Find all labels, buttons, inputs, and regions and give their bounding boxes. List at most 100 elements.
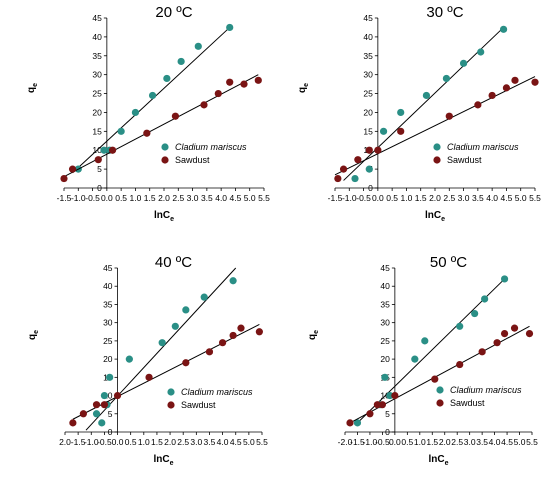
x-tick-label: 5.5: [258, 193, 270, 203]
x-tick-label: 3.5: [472, 193, 484, 203]
data-point: [171, 322, 179, 330]
y-axis-label: qe: [27, 330, 40, 340]
y-tick-label: 30: [380, 318, 390, 328]
y-tick-label: 40: [92, 32, 102, 42]
x-tick-label: 1.0: [414, 437, 426, 447]
data-point: [379, 127, 388, 135]
chart-title: 40 ºC: [155, 254, 192, 271]
legend-label: Cladium mariscus: [450, 385, 522, 395]
data-point: [353, 419, 362, 427]
y-tick-label: 20: [380, 354, 390, 364]
x-tick-label: -1.0: [342, 193, 357, 203]
data-point: [493, 339, 501, 347]
legend-marker: [433, 156, 441, 164]
y-tick-label: 40: [363, 32, 373, 42]
data-point: [68, 165, 77, 173]
fit-line: [334, 76, 536, 176]
legend-marker: [167, 401, 175, 409]
data-point: [182, 306, 190, 314]
x-tick-label: -0.5: [97, 437, 112, 447]
data-point: [511, 76, 519, 84]
x-tick-label: 4.5: [501, 437, 513, 447]
data-point: [510, 324, 519, 332]
data-point: [459, 59, 468, 67]
data-point: [158, 339, 166, 347]
x-tick-label: 5.5: [526, 437, 538, 447]
x-tick-label: 2.0: [439, 437, 451, 447]
data-point: [255, 328, 263, 336]
data-point: [339, 165, 348, 173]
y-tick-label: 35: [103, 299, 113, 309]
x-tick-label: -1.5: [328, 193, 343, 203]
data-point: [106, 373, 114, 381]
fit-line: [357, 278, 505, 424]
x-tick-label: 2.0: [59, 437, 71, 447]
y-tick-label: 0: [385, 427, 390, 437]
y-tick-label: 25: [92, 89, 102, 99]
legend-marker: [433, 143, 441, 151]
chart-title: 50 ºC: [430, 254, 467, 271]
chart-title: 30 ºC: [426, 4, 463, 21]
x-tick-label: 3.0: [190, 437, 202, 447]
legend-label: Sawdust: [447, 155, 482, 165]
data-point: [100, 391, 108, 400]
x-tick-label: 0.0: [101, 193, 113, 203]
data-point: [171, 112, 180, 120]
data-point: [131, 108, 140, 117]
y-tick-label: 20: [103, 354, 113, 364]
legend-label: Sawdust: [181, 400, 216, 410]
x-tick-label: -1.5: [71, 437, 86, 447]
data-point: [381, 373, 389, 381]
y-tick-label: 5: [97, 164, 102, 174]
data-point: [125, 355, 133, 363]
x-tick-label: 2.5: [451, 437, 463, 447]
data-point: [145, 373, 153, 381]
data-point: [531, 78, 539, 86]
legend-marker: [436, 386, 444, 394]
data-point: [431, 375, 439, 383]
x-tick-label: 0.5: [115, 193, 127, 203]
fit-line: [343, 27, 504, 181]
data-point: [386, 391, 394, 400]
x-tick-label: 2.5: [443, 193, 455, 203]
x-tick-label: 5.5: [256, 437, 268, 447]
data-point: [346, 419, 354, 427]
x-axis-label: lnCe: [428, 454, 448, 467]
data-point: [108, 146, 117, 154]
x-tick-label: -1.0: [84, 437, 99, 447]
y-tick-label: 30: [92, 70, 102, 80]
data-point: [397, 127, 405, 135]
data-point: [500, 330, 509, 338]
x-tick-label: 1.5: [151, 437, 163, 447]
x-tick-label: 1.5: [426, 437, 438, 447]
fit-line: [349, 325, 530, 424]
x-tick-label: 4.5: [230, 193, 242, 203]
x-tick-label: 2.5: [172, 193, 184, 203]
y-tick-label: 20: [92, 107, 102, 117]
y-tick-label: 0: [108, 427, 113, 437]
x-tick-label: 2.5: [177, 437, 189, 447]
data-point: [373, 401, 382, 409]
y-tick-label: 25: [103, 336, 113, 346]
x-tick-label: 0.0: [389, 437, 401, 447]
data-point: [477, 48, 485, 56]
legend-marker: [161, 143, 169, 151]
y-tick-label: 35: [380, 299, 390, 309]
panel-40c: 2.0 -1.5-1.0-0.5 0.0 0.5 1.0 1.5 2.0 2.5 3.0 3.5 4…: [27, 254, 268, 467]
data-point: [411, 355, 419, 363]
data-point: [117, 127, 125, 135]
x-tick-label: 4.5: [230, 437, 242, 447]
y-tick-label: 5: [108, 409, 113, 419]
data-point: [254, 76, 262, 84]
data-point: [366, 410, 374, 418]
x-tick-label: 0.5: [125, 437, 137, 447]
chart-title: 20 ºC: [155, 4, 192, 21]
data-point: [92, 401, 101, 409]
y-tick-label: 45: [103, 263, 113, 273]
legend-label: Sawdust: [450, 398, 485, 408]
y-tick-label: 15: [92, 126, 102, 136]
data-point: [374, 146, 382, 154]
data-point: [456, 322, 464, 330]
data-point: [100, 146, 108, 154]
